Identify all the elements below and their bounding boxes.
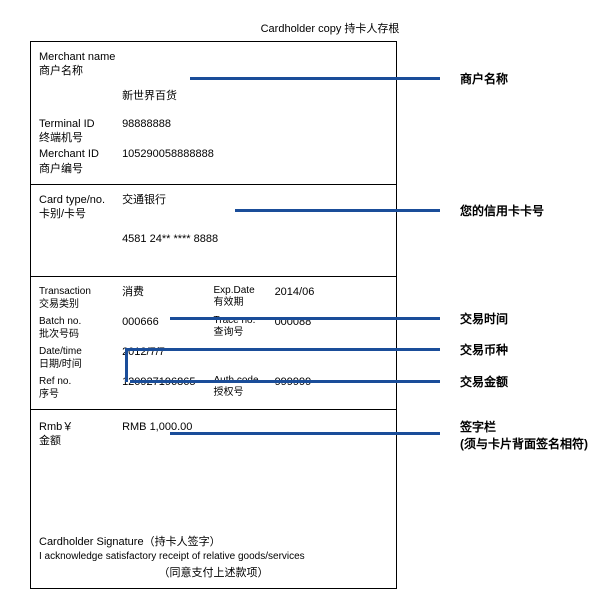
connector-line xyxy=(170,317,440,320)
datetime-label: Date/time 日期/时间 xyxy=(39,345,119,371)
section-txn: Transaction 交易类别 消费 Exp.Date 有效期 2014/06 xyxy=(31,277,396,410)
card-number: 4581 24** **** 8888 xyxy=(122,232,218,246)
receipt-box: Merchant name 商户名称 新世界百货 Terminal ID 终端机… xyxy=(30,41,397,589)
connector-vertical xyxy=(125,348,128,382)
connector-line xyxy=(170,432,440,435)
connector-line xyxy=(130,380,440,383)
annotation: 交易金额 xyxy=(460,373,508,390)
exp-value: 2014/06 xyxy=(275,285,315,299)
signature-label: Cardholder Signature（持卡人签字） xyxy=(39,533,388,549)
txn-label: Transaction 交易类别 xyxy=(39,285,119,311)
annotation: 交易币种 xyxy=(460,341,508,358)
card-label: Card type/no. 卡别/卡号 xyxy=(39,193,119,222)
section-merchant: Merchant name 商户名称 新世界百货 Terminal ID 终端机… xyxy=(31,42,396,185)
section-amount: Rmb￥ 金额 RMB 1,000.00 Cardholder Signatur… xyxy=(31,410,396,588)
connector-line xyxy=(190,77,440,80)
annotation: 签字栏 (须与卡片背面签名相符) xyxy=(460,418,588,452)
merchantid-value: 105290058888888 xyxy=(122,147,214,161)
batch-value: 000666 xyxy=(122,315,159,329)
auth-label: Auth.code 授权号 xyxy=(214,375,272,399)
card-bank: 交通银行 xyxy=(122,193,166,207)
annotation: 您的信用卡卡号 xyxy=(460,202,544,219)
ref-label: Ref no. 序号 xyxy=(39,375,119,401)
annotation: 交易时间 xyxy=(460,310,508,327)
terminal-value: 98888888 xyxy=(122,117,171,131)
exp-label: Exp.Date 有效期 xyxy=(214,285,272,309)
connector-line xyxy=(235,209,440,212)
merchant-label: Merchant name 商户名称 xyxy=(39,50,119,79)
signature-ack: I acknowledge satisfactory receipt of re… xyxy=(39,551,388,562)
amount-label: Rmb￥ 金额 xyxy=(39,420,119,449)
merchant-value: 新世界百货 xyxy=(122,89,177,103)
merchantid-label: Merchant ID 商户编号 xyxy=(39,147,119,176)
txn-value: 消费 xyxy=(122,285,144,299)
terminal-label: Terminal ID 终端机号 xyxy=(39,117,119,146)
connector-line xyxy=(125,348,440,351)
annotation: 商户名称 xyxy=(460,70,508,87)
page-header: Cardholder copy 持卡人存根 xyxy=(20,20,580,36)
section-card: Card type/no. 卡别/卡号 交通银行 4581 24** **** … xyxy=(31,185,396,277)
signature-agree: （同意支付上述款项） xyxy=(39,564,388,580)
receipt-wrapper: Cardholder copy 持卡人存根 Merchant name 商户名称… xyxy=(20,20,580,589)
signature-area xyxy=(39,451,388,531)
batch-label: Batch no. 批次号码 xyxy=(39,315,119,341)
